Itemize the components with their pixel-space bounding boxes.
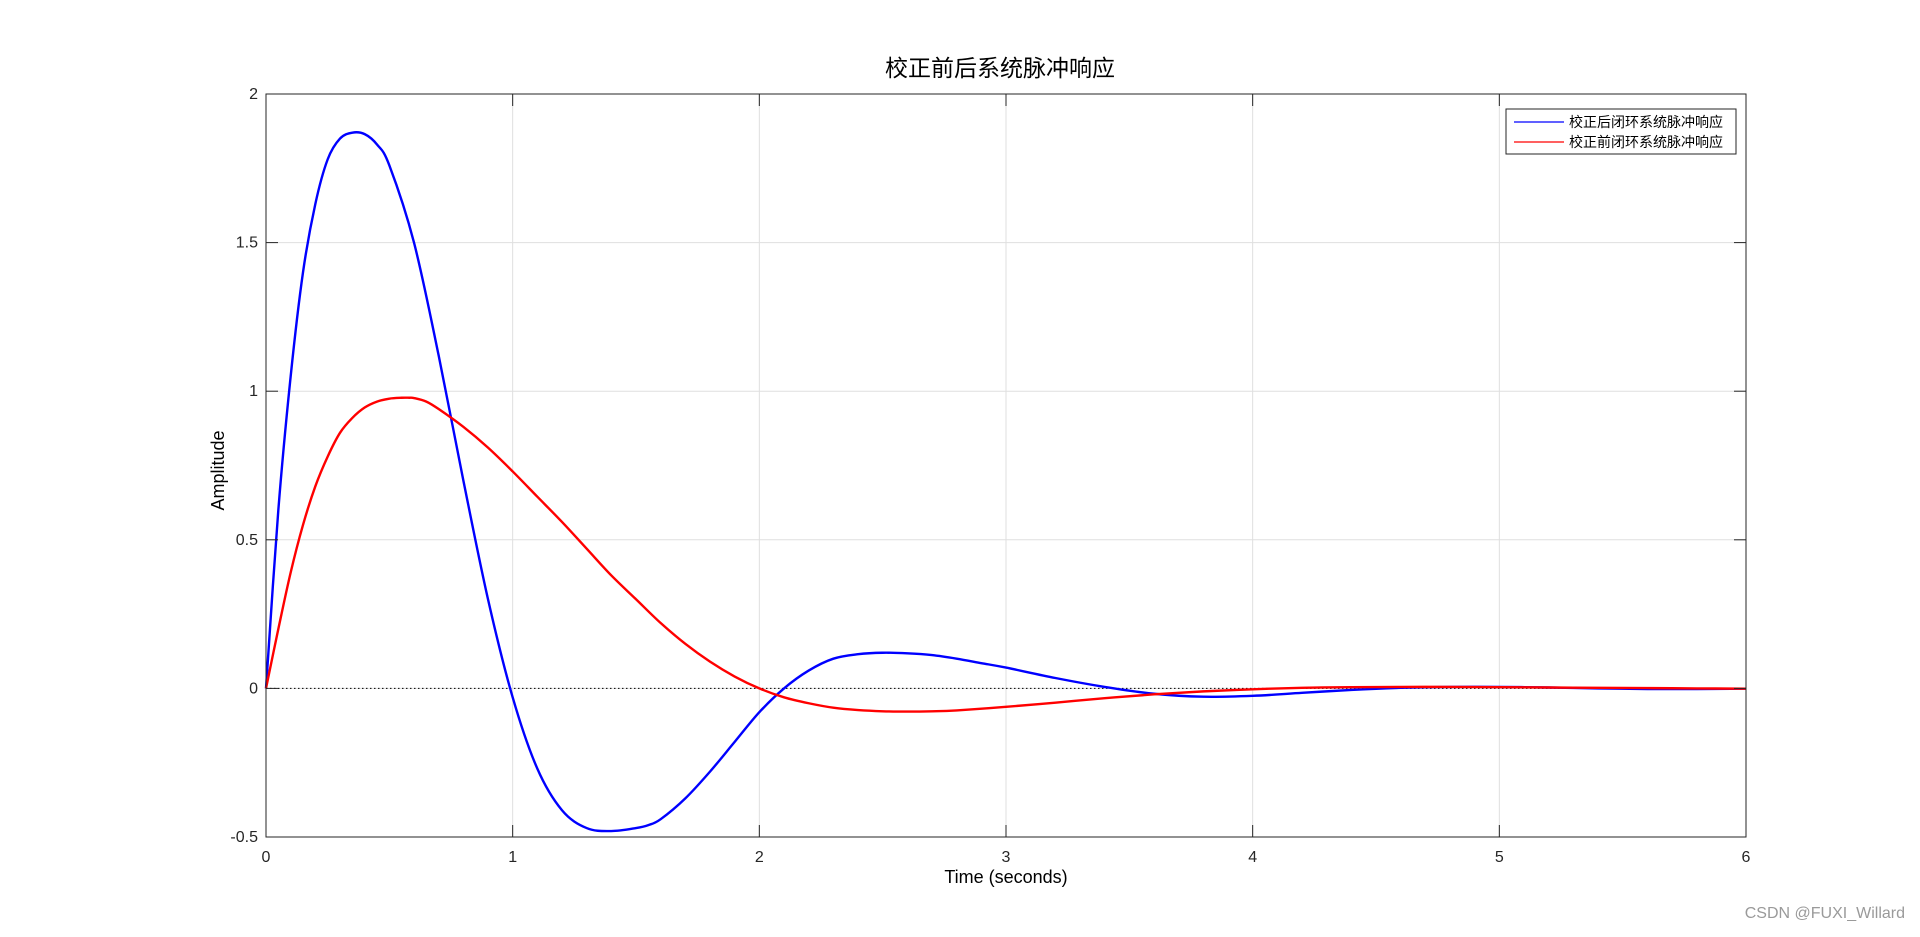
chart-title: 校正前后系统脉冲响应 xyxy=(885,56,1115,82)
x-tick-label: 3 xyxy=(1002,849,1011,866)
y-axis-label: Amplitude xyxy=(208,430,228,510)
series-line-1 xyxy=(264,131,1747,833)
y-tick-label: 0.5 xyxy=(236,532,258,549)
x-tick-label: 5 xyxy=(1495,849,1504,866)
x-tick-label: 6 xyxy=(1742,849,1751,866)
series-layer xyxy=(264,131,1747,833)
y-tick-label: 1 xyxy=(249,383,258,400)
series-line-2 xyxy=(264,396,1747,713)
legend-box xyxy=(1505,108,1737,155)
x-tick-labels: 0 1 2 3 4 5 6 xyxy=(262,849,1751,866)
y-tick-label: 1.5 xyxy=(236,235,258,252)
watermark: CSDN @FUXI_Willard xyxy=(1744,905,1905,922)
grid xyxy=(265,93,1747,838)
x-axis-label: Time (seconds) xyxy=(944,867,1067,887)
y-tick-labels: -0.5 0 0.5 1 1.5 2 xyxy=(230,86,258,846)
legend-label-series-2: 校正前闭环系统脉冲响应 xyxy=(1569,134,1723,151)
x-tick-label: 2 xyxy=(755,849,764,866)
y-tick-label: 2 xyxy=(249,86,258,103)
x-tick-label: 0 xyxy=(262,849,271,866)
legend-label-series-1: 校正后闭环系统脉冲响应 xyxy=(1569,114,1723,131)
x-tick-label: 4 xyxy=(1248,849,1257,866)
y-tick-label: 0 xyxy=(249,680,258,697)
y-tick-label: -0.5 xyxy=(230,829,258,846)
legend[interactable]: 校正后闭环系统脉冲响应 校正前闭环系统脉冲响应 xyxy=(1505,108,1737,155)
tick-marks xyxy=(265,93,1747,838)
x-tick-label: 1 xyxy=(508,849,517,866)
